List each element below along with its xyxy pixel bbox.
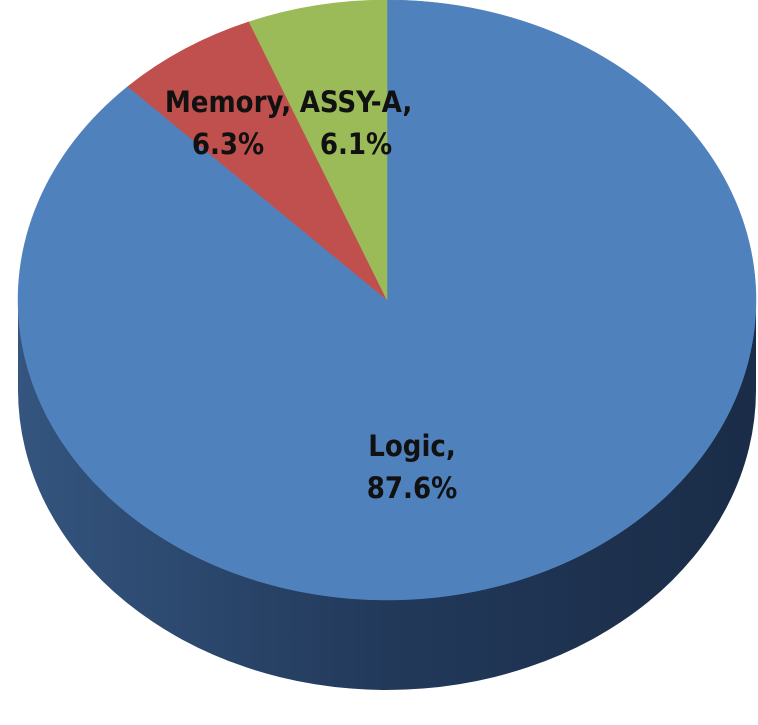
slice-memory <box>127 21 388 301</box>
slice-value-logic: 87.6% <box>367 471 458 505</box>
pie-labels-layer: Logic, 87.6% Memory, 6.3% ASSY-A, 6.1% <box>165 85 457 505</box>
pie-depth-layer <box>18 300 756 690</box>
pie-top-layer <box>17 0 757 601</box>
slice-side-logic <box>18 300 756 690</box>
slice-label-assy-a: ASSY-A, <box>300 85 413 119</box>
slice-label-memory: Memory, <box>165 85 291 119</box>
slice-assy-a <box>248 0 388 301</box>
slice-value-memory: 6.3% <box>192 127 264 161</box>
slice-label-logic: Logic, <box>368 429 456 463</box>
slice-value-assy-a: 6.1% <box>320 127 392 161</box>
